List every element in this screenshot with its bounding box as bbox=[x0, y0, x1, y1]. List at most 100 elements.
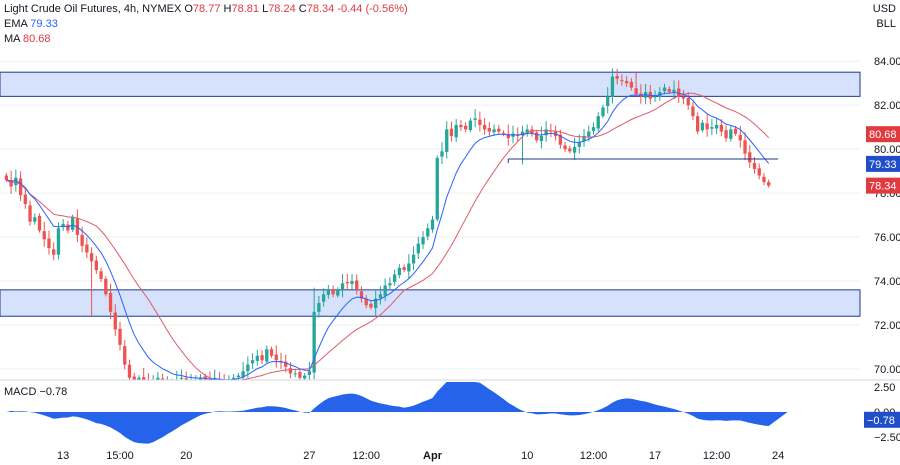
candle-body bbox=[587, 131, 591, 137]
time-axis-label: 17 bbox=[649, 450, 661, 462]
candle-body bbox=[620, 80, 624, 82]
candle-body bbox=[535, 132, 539, 141]
candle-body bbox=[208, 381, 211, 383]
candle-body bbox=[293, 373, 297, 375]
candle-body bbox=[724, 130, 728, 139]
price-axis-label: 72.00 bbox=[874, 320, 900, 332]
price-axis-label: 70.00 bbox=[874, 364, 900, 376]
open-label: O bbox=[184, 3, 193, 15]
candle-body bbox=[160, 378, 165, 380]
candle-body bbox=[757, 168, 761, 176]
candle-body bbox=[369, 303, 373, 308]
candle-body bbox=[767, 182, 771, 186]
ema-legend[interactable]: EMA 79.33 bbox=[4, 17, 408, 32]
candle-body bbox=[615, 75, 619, 79]
candle-body bbox=[303, 375, 307, 379]
chart-legend: Light Crude Oil Futures, 4h, NYMEX O78.7… bbox=[4, 2, 408, 47]
candle-body bbox=[497, 128, 501, 132]
candle-body bbox=[156, 377, 160, 380]
candle-body bbox=[601, 107, 605, 117]
candle-body bbox=[108, 292, 113, 312]
candle-body bbox=[132, 376, 136, 380]
price-axis-label: 84.00 bbox=[874, 56, 900, 68]
candle-body bbox=[241, 371, 245, 377]
candle-body bbox=[265, 349, 269, 362]
candle-body bbox=[402, 267, 406, 271]
time-axis-label: 20 bbox=[180, 450, 192, 462]
candle-body bbox=[577, 142, 581, 147]
candle-body bbox=[411, 254, 416, 264]
candle-body bbox=[170, 381, 173, 384]
candle-body bbox=[544, 129, 548, 136]
candle-body bbox=[624, 80, 629, 84]
ema-price-tag: 79.33 bbox=[869, 159, 897, 171]
candle-body bbox=[445, 129, 449, 152]
symbol-title[interactable]: Light Crude Oil Futures, 4h, NYMEX bbox=[4, 3, 182, 15]
candle-body bbox=[629, 81, 634, 88]
candle-body bbox=[142, 377, 146, 380]
candle-body bbox=[677, 88, 681, 97]
candle-body bbox=[653, 96, 657, 98]
ma-price-tag-bg bbox=[866, 126, 900, 143]
candle-body bbox=[355, 280, 359, 290]
candle-body bbox=[610, 76, 615, 98]
candle-body bbox=[426, 228, 430, 237]
candle-body bbox=[61, 223, 65, 227]
candle-body bbox=[463, 125, 468, 130]
ma-legend[interactable]: MA 80.68 bbox=[4, 32, 408, 47]
candle-body bbox=[345, 281, 349, 284]
candle-body bbox=[123, 346, 127, 365]
candle-body bbox=[705, 123, 709, 130]
candle-body bbox=[288, 368, 293, 374]
candle-body bbox=[530, 129, 534, 134]
candle-body bbox=[667, 88, 671, 92]
candle-body bbox=[430, 219, 435, 230]
candle-body bbox=[696, 116, 700, 132]
candle-body bbox=[94, 260, 98, 271]
ema-line bbox=[6, 91, 770, 380]
candle-body bbox=[700, 122, 705, 131]
ema-legend-value: 79.33 bbox=[30, 18, 58, 30]
candle-body bbox=[714, 124, 719, 129]
candle-body bbox=[37, 215, 42, 231]
candle-body bbox=[762, 176, 766, 183]
price-axis-label: 82.00 bbox=[874, 100, 900, 112]
candle-body bbox=[47, 238, 51, 249]
candle-body bbox=[250, 360, 255, 364]
candle-body bbox=[42, 231, 46, 240]
candle-body bbox=[691, 106, 695, 117]
candle-body bbox=[482, 124, 487, 130]
support-zone bbox=[0, 289, 861, 317]
candle-body bbox=[416, 243, 420, 254]
price-axis-label: 76.00 bbox=[874, 232, 900, 244]
change-value: -0.44 (-0.56%) bbox=[337, 3, 408, 15]
macd-legend-value: −0.78 bbox=[39, 386, 68, 398]
candle-body bbox=[710, 127, 714, 129]
macd-legend[interactable]: MACD −0.78 bbox=[4, 386, 67, 398]
candle-body bbox=[743, 140, 747, 154]
ma-label: MA bbox=[4, 33, 20, 45]
candle-body bbox=[506, 133, 510, 139]
candle-body bbox=[137, 377, 141, 380]
candle-body bbox=[118, 328, 122, 345]
candle-body bbox=[501, 132, 506, 134]
time-axis-label: 12:00 bbox=[580, 450, 608, 462]
candle-body bbox=[274, 354, 278, 361]
candle-body bbox=[260, 355, 264, 361]
candle-body bbox=[719, 124, 724, 132]
candle-body bbox=[388, 283, 392, 286]
macd-value-tag-bg bbox=[864, 411, 900, 428]
price-axis-label: 74.00 bbox=[874, 276, 900, 288]
candle-body bbox=[421, 237, 425, 245]
candle-body bbox=[321, 294, 326, 302]
candle-body bbox=[748, 152, 752, 163]
candle-body bbox=[539, 135, 544, 142]
candle-body bbox=[454, 124, 458, 138]
candle-body bbox=[89, 253, 94, 262]
candle-body bbox=[606, 96, 610, 107]
time-axis-label: 12:00 bbox=[352, 450, 380, 462]
candle-body bbox=[104, 278, 108, 295]
time-axis-label: 24 bbox=[772, 450, 784, 462]
candle-body bbox=[246, 364, 250, 372]
